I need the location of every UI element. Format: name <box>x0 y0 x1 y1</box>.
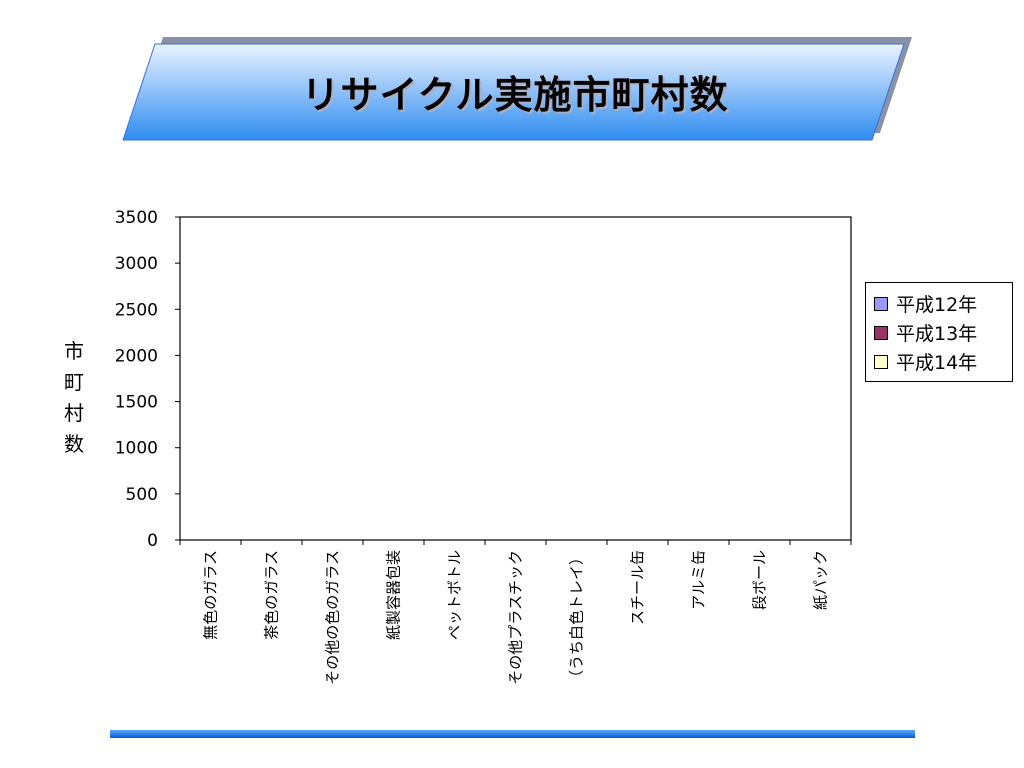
y-tick-label: 3500 <box>115 208 158 228</box>
x-tick-label: その他の色のガラス <box>324 550 342 685</box>
x-tick-label: 無色のガラス <box>202 550 220 640</box>
x-tick-label: 茶色のガラス <box>263 550 281 640</box>
legend-label: 平成12年 <box>896 294 978 316</box>
y-axis-label-char: 町 <box>64 370 84 394</box>
legend-item: 平成14年 <box>874 347 1012 376</box>
legend-swatch <box>874 296 888 311</box>
x-tick-label: スチール缶 <box>629 550 647 625</box>
legend-label: 平成13年 <box>896 323 978 345</box>
x-tick-label: 段ボール <box>751 550 769 610</box>
y-tick-label: 500 <box>126 485 158 505</box>
x-tick-label: アルミ缶 <box>690 550 708 610</box>
legend-item: 平成13年 <box>874 318 1012 347</box>
page-title: リサイクル実施市町村数 <box>301 73 729 117</box>
x-tick-label: 紙製容器包装 <box>385 550 403 640</box>
y-axis-label: 市町村数 <box>60 336 88 460</box>
x-tick-label: （うち白色トレイ） <box>568 550 586 685</box>
legend-item: 平成12年 <box>874 289 1012 318</box>
legend-label: 平成14年 <box>896 352 978 374</box>
y-tick-label: 3000 <box>115 254 158 274</box>
x-tick-label: 紙パック <box>812 550 830 610</box>
legend-swatch <box>874 354 888 369</box>
y-tick-label: 1000 <box>115 439 158 459</box>
title-banner <box>122 37 912 141</box>
y-tick-label: 0 <box>147 531 158 551</box>
bottom-divider <box>110 730 915 738</box>
legend-swatch <box>874 325 888 340</box>
y-tick-label: 1500 <box>115 393 158 413</box>
y-axis-label-char: 数 <box>64 432 84 456</box>
plot-area <box>179 216 852 541</box>
x-tick-label: その他プラスチック <box>507 550 525 685</box>
y-tick-label: 2000 <box>115 346 158 366</box>
legend: 平成12年 平成13年 平成14年 <box>865 282 1013 382</box>
x-tick-label: ペットボトル <box>446 550 464 640</box>
y-axis-label-char: 市 <box>64 339 84 363</box>
y-axis-label-char: 村 <box>64 401 84 425</box>
y-tick-label: 2500 <box>115 300 158 320</box>
